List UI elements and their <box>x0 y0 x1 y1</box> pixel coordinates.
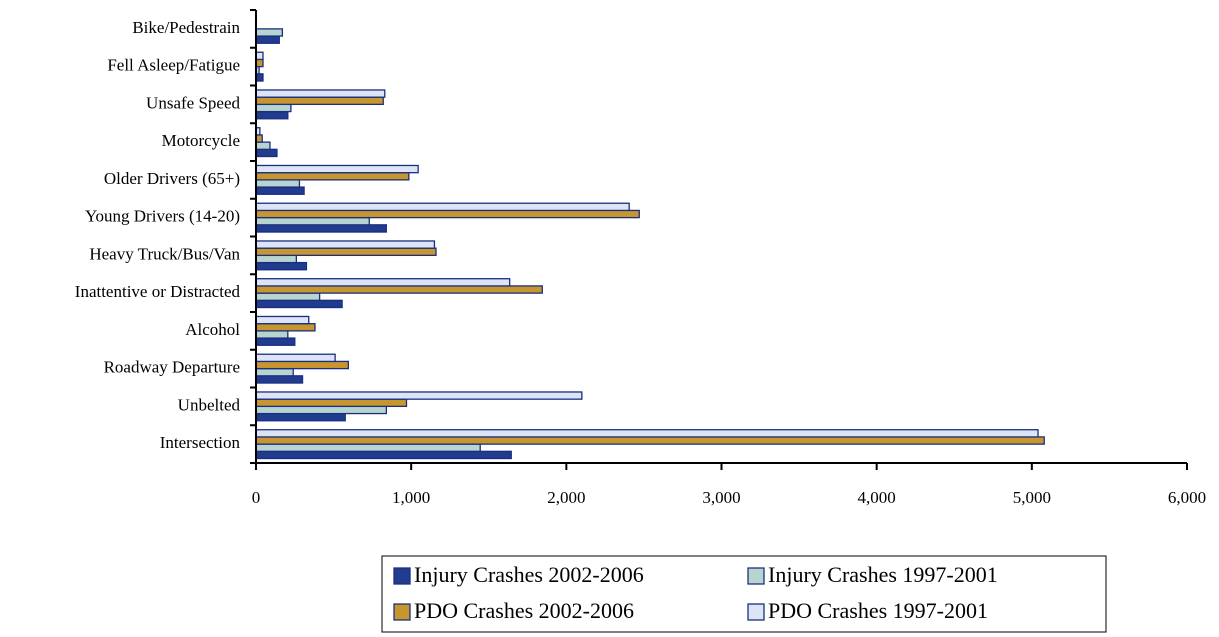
x-tick-label: 3,000 <box>702 488 740 507</box>
legend-label: Injury Crashes 1997-2001 <box>768 562 998 587</box>
y-tick-label: Heavy Truck/Bus/Van <box>89 244 240 263</box>
y-tick-label: Bike/Pedestrain <box>132 18 240 37</box>
bar <box>255 186 305 195</box>
x-tick-label: 2,000 <box>547 488 585 507</box>
bar <box>255 337 296 346</box>
bar <box>255 412 346 422</box>
bar <box>255 254 297 264</box>
legend: Injury Crashes 2002-2006 Injury Crashes 1… <box>381 555 1107 633</box>
bar <box>255 103 292 113</box>
bar <box>255 216 370 226</box>
bar <box>255 292 321 301</box>
legend-swatch <box>747 567 765 585</box>
bar <box>255 391 583 400</box>
bar <box>255 224 387 233</box>
legend-swatch <box>393 567 411 585</box>
bar <box>255 110 289 120</box>
bar <box>255 299 343 309</box>
bar <box>255 73 264 82</box>
legend-swatch <box>393 603 411 621</box>
bar <box>255 172 410 181</box>
y-tick-label: Intersection <box>160 433 241 452</box>
bar <box>255 278 511 287</box>
y-tick-label: Inattentive or Distracted <box>75 282 241 301</box>
bar <box>255 35 280 44</box>
y-tick-label: Motorcycle <box>162 131 240 150</box>
y-tick-label: Roadway Departure <box>104 358 240 377</box>
bar <box>255 28 284 37</box>
bar <box>255 247 437 257</box>
y-tick-label: Young Drivers (14-20) <box>85 207 240 226</box>
bar <box>255 330 289 339</box>
bar <box>255 315 310 325</box>
bar <box>255 353 336 363</box>
bar <box>255 405 387 415</box>
bar <box>255 96 384 106</box>
bar <box>255 58 264 68</box>
legend-label: PDO Crashes 1997-2001 <box>768 598 988 623</box>
x-tick-label: 5,000 <box>1013 488 1051 507</box>
bar <box>255 202 630 212</box>
bar <box>255 209 640 219</box>
bar <box>255 285 543 294</box>
legend-swatch <box>747 603 765 621</box>
x-tick-label: 0 <box>252 488 261 507</box>
legend-box <box>381 555 1107 633</box>
bar <box>255 164 419 174</box>
bar <box>255 240 436 249</box>
bar <box>255 323 316 332</box>
y-tick-label: Unbelted <box>178 395 241 414</box>
bar <box>255 436 1045 445</box>
y-tick-label: Older Drivers (65+) <box>104 169 240 188</box>
bar <box>255 261 308 271</box>
legend-label: Injury Crashes 2002-2006 <box>414 562 644 587</box>
x-tick-label: 6,000 <box>1168 488 1206 507</box>
bar <box>255 148 278 158</box>
bar <box>255 367 294 377</box>
bar <box>255 89 386 98</box>
y-tick-label: Alcohol <box>185 320 240 339</box>
bar <box>255 360 349 370</box>
bar <box>255 450 512 460</box>
y-tick-label: Fell Asleep/Fatigue <box>107 56 240 75</box>
bar <box>255 429 1039 438</box>
x-tick-label: 1,000 <box>392 488 430 507</box>
bar <box>255 141 271 150</box>
bar <box>255 443 481 452</box>
bar <box>255 375 304 384</box>
bar <box>255 398 408 408</box>
bar <box>255 179 301 188</box>
y-tick-label: Unsafe Speed <box>146 93 240 112</box>
bar <box>255 51 264 61</box>
legend-label: PDO Crashes 2002-2006 <box>414 598 634 623</box>
x-tick-label: 4,000 <box>858 488 896 507</box>
